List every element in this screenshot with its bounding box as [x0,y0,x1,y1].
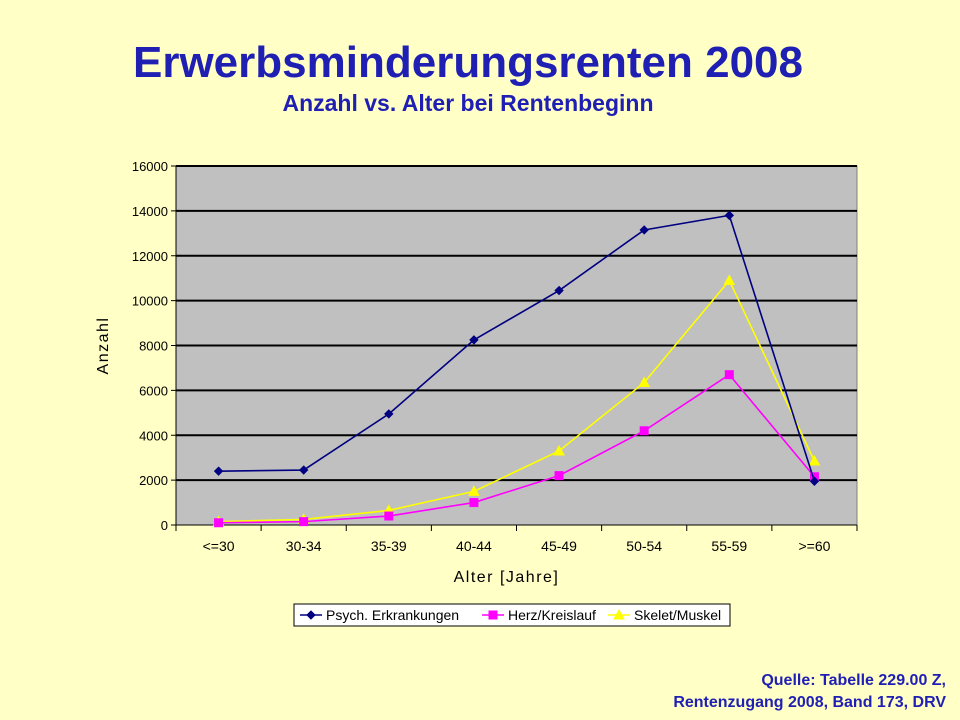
data-point [214,518,224,528]
data-point [469,498,479,508]
legend-label: Psych. Erkrankungen [326,607,459,623]
y-tick-label: 8000 [139,339,168,354]
x-tick-label: 35-39 [371,538,407,554]
source-line-1: Quelle: Tabelle 229.00 Z, [761,672,946,689]
x-tick-label: 55-59 [711,538,747,554]
legend-marker [488,610,498,620]
chart-subtitle: Anzahl vs. Alter bei Rentenbeginn [282,90,654,116]
y-tick-label: 6000 [139,383,168,398]
y-tick-label: 2000 [139,473,168,488]
x-axis-title: Alter [Jahre] [454,569,560,586]
legend: Psych. Erkrankungen Herz/Kreislauf Skelet/… [293,603,731,627]
legend-label: Herz/Kreislauf [508,607,596,623]
y-tick-label: 16000 [132,159,168,174]
data-point [213,466,224,476]
data-point [384,511,394,521]
data-point [298,465,309,475]
data-point [468,485,480,496]
chart-title: Erwerbsminderungsrenten 2008 [132,38,803,87]
series-diamond [213,210,820,486]
data-point [384,409,394,419]
data-point [639,225,649,235]
data-point [554,285,564,296]
x-tick-label: <=30 [203,538,235,554]
x-tick-label: 30-34 [286,538,322,554]
y-axis-title: Anzahl [95,317,112,375]
legend-marker [306,610,316,620]
data-point [638,376,651,388]
series-line [218,373,816,524]
source-note: Quelle: Tabelle 229.00 Z, Rentenzugang 2… [673,670,946,714]
legend-marker [613,608,625,620]
x-tick-label: 40-44 [456,538,492,554]
data-point [299,517,309,527]
source-line-2: Rentenzugang 2008, Band 173, DRV [673,694,946,711]
data-point [554,471,564,481]
legend-box [293,603,731,627]
data-point [809,476,820,486]
y-tick-label: 4000 [139,428,168,443]
series-line [218,278,816,523]
y-tick-label: 10000 [132,294,168,309]
x-tick-label: 45-49 [541,538,577,554]
y-tick-label: 0 [161,518,168,533]
data-point [723,274,736,285]
series-line [218,214,816,482]
legend-label: Skelet/Muskel [634,607,721,623]
x-tick-label: 50-54 [626,538,662,554]
data-point [724,370,734,380]
data-point [469,335,479,345]
data-point [724,210,735,221]
x-tick-label: >=60 [798,538,830,554]
data-point [808,455,821,466]
y-tick-label: 12000 [132,249,168,264]
data-point [553,444,565,456]
data-point [639,426,649,436]
y-tick-label: 14000 [132,204,168,219]
